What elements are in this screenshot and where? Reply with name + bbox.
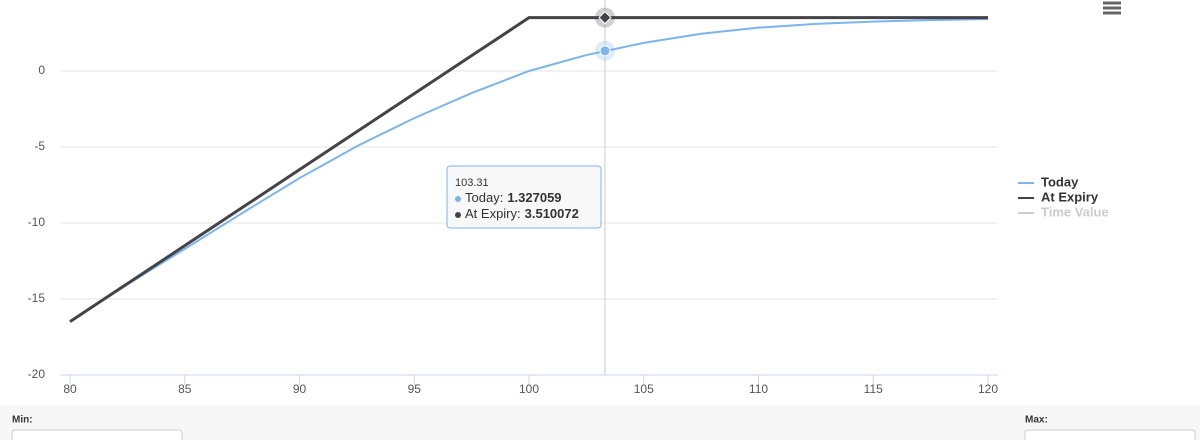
x-tick-label: 110 xyxy=(749,382,768,396)
hover-point xyxy=(598,10,612,25)
x-tick-label: 80 xyxy=(63,382,77,396)
tooltip-value: 3.510072 xyxy=(525,206,579,221)
legend-item[interactable]: At Expiry xyxy=(1018,189,1099,204)
x-tick-label: 90 xyxy=(293,382,307,396)
tooltip-name: At Expiry: xyxy=(465,206,521,221)
legend-label: At Expiry xyxy=(1041,189,1099,204)
min-input[interactable] xyxy=(11,429,183,440)
tooltip-value: 1.327059 xyxy=(507,190,561,205)
tooltip-box xyxy=(446,165,602,229)
tooltip-name: Today: xyxy=(465,190,503,205)
series-line xyxy=(69,18,989,323)
y-tick-label: -10 xyxy=(28,215,46,229)
y-tick-label: -5 xyxy=(34,139,45,153)
min-label: Min: xyxy=(12,415,33,426)
legend-label: Today xyxy=(1041,174,1079,189)
legend-item[interactable]: Today xyxy=(1018,174,1079,189)
x-tick-label: 105 xyxy=(634,382,654,396)
x-tick-label: 95 xyxy=(408,382,422,396)
x-tick-label: 115 xyxy=(864,382,883,396)
x-tick-label: 85 xyxy=(178,382,192,396)
hover-point xyxy=(599,45,611,57)
tooltip-row: Today: 1.327059 xyxy=(465,190,562,205)
x-tick-label: 120 xyxy=(978,382,998,396)
legend-label: Time Value xyxy=(1041,204,1109,219)
tooltip-row: At Expiry: 3.510072 xyxy=(465,206,579,221)
menu-button[interactable] xyxy=(1102,1,1122,15)
legend-item[interactable]: Time Value xyxy=(1018,204,1109,219)
tooltip-header: 103.31 xyxy=(455,177,489,189)
tooltip-dot xyxy=(455,196,461,202)
menu-icon xyxy=(1103,1,1121,15)
y-tick-label: 0 xyxy=(38,63,45,77)
y-tick-label: -15 xyxy=(28,291,46,305)
max-label: Max: xyxy=(1025,415,1048,426)
controls-bar xyxy=(0,405,1200,440)
x-tick-label: 100 xyxy=(519,382,539,396)
max-input[interactable] xyxy=(1024,429,1196,440)
series-line xyxy=(69,16,988,323)
y-tick-label: -20 xyxy=(28,367,46,381)
tooltip-dot xyxy=(455,212,461,218)
